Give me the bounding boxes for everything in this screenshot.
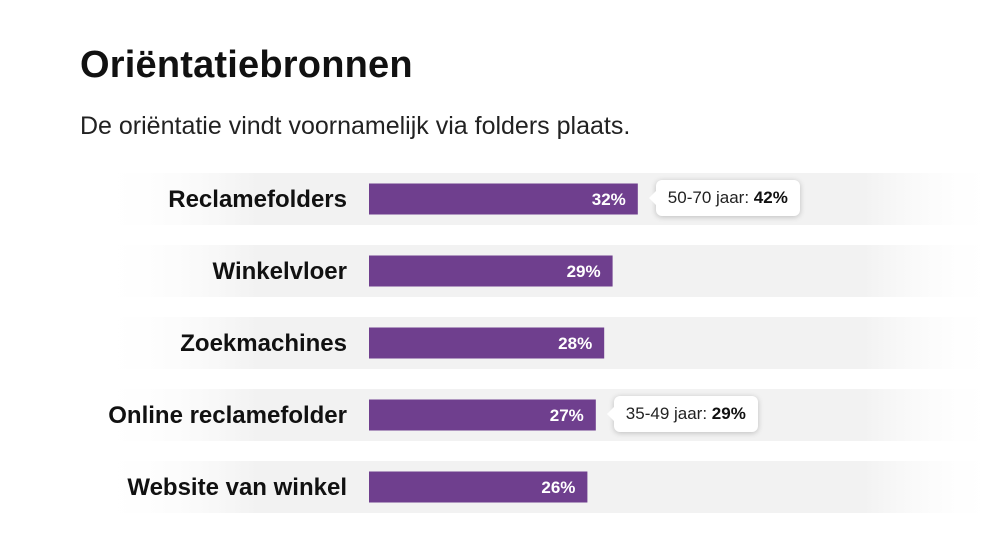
annotation-value: 29% bbox=[711, 404, 746, 423]
category-label: Winkelvloer bbox=[213, 258, 348, 285]
bar bbox=[369, 471, 588, 503]
annotation-callout: 35-49 jaar: 29% bbox=[606, 396, 758, 432]
category-label: Reclamefolders bbox=[168, 186, 347, 213]
annotation-label: 50-70 jaar: bbox=[667, 188, 754, 207]
value-label: 28% bbox=[558, 334, 592, 353]
category-label: Zoekmachines bbox=[180, 330, 347, 357]
annotation-label: 35-49 jaar: bbox=[625, 404, 712, 423]
bar bbox=[369, 255, 613, 287]
chart-subtitle: De oriëntatie vindt voornamelijk via fol… bbox=[80, 112, 631, 140]
category-label: Online reclamefolder bbox=[108, 402, 347, 429]
value-label: 29% bbox=[567, 262, 601, 281]
annotation-callout: 50-70 jaar: 42% bbox=[648, 180, 800, 216]
value-label: 27% bbox=[550, 406, 584, 425]
category-label: Website van winkel bbox=[127, 474, 347, 501]
value-label: 32% bbox=[592, 190, 626, 209]
bar bbox=[369, 327, 605, 359]
annotation-value: 42% bbox=[753, 188, 788, 207]
bar bbox=[369, 183, 638, 215]
bar bbox=[369, 399, 596, 431]
value-label: 26% bbox=[541, 478, 575, 497]
chart-title: Oriëntatiebronnen bbox=[80, 44, 413, 86]
